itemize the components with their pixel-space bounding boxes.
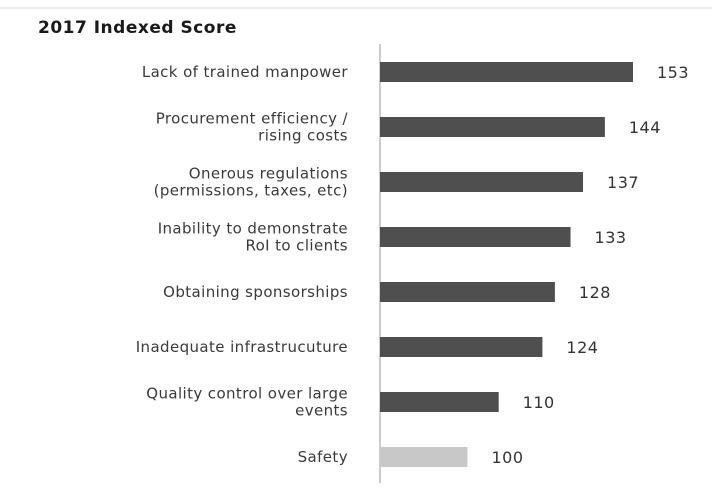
category-label-quality-control-over-large-events-line-2: events — [295, 402, 348, 420]
bar-lack-of-trained-manpower — [380, 62, 633, 82]
value-label-inability-to-demonstrate-roi-to-clients: 133 — [595, 228, 627, 247]
category-label-quality-control-over-large-events-line-1: Quality control over large — [146, 385, 348, 403]
bar-inability-to-demonstrate-roi-to-clients — [380, 227, 571, 247]
value-label-lack-of-trained-manpower: 153 — [657, 63, 689, 82]
category-label-onerous-regulations-permissions-taxes-etc-line-2: (permissions, taxes, etc) — [154, 182, 348, 200]
category-label-safety: Safety — [298, 448, 348, 466]
chart-title: 2017 Indexed Score — [38, 18, 237, 38]
category-label-inadequate-infrastrucuture: Inadequate infrastrucuture — [136, 338, 348, 356]
category-label-inability-to-demonstrate-roi-to-clients-line-2: RoI to clients — [245, 237, 348, 255]
value-label-safety: 100 — [491, 448, 523, 467]
category-label-obtaining-sponsorships: Obtaining sponsorships — [163, 283, 348, 301]
category-label-lack-of-trained-manpower: Lack of trained manpower — [142, 63, 349, 81]
bar-onerous-regulations-permissions-taxes-etc — [380, 172, 584, 192]
value-label-onerous-regulations-permissions-taxes-etc: 137 — [607, 173, 639, 192]
value-label-procurement-efficiency-rising-costs: 144 — [629, 118, 661, 137]
category-label-inability-to-demonstrate-roi-to-clients-line-1: Inability to demonstrate — [158, 220, 348, 238]
category-label-procurement-efficiency-rising-costs-line-2: rising costs — [258, 127, 348, 145]
bar-procurement-efficiency-rising-costs — [380, 117, 605, 137]
value-label-inadequate-infrastrucuture: 124 — [566, 338, 598, 357]
value-label-quality-control-over-large-events: 110 — [523, 393, 555, 412]
bar-safety — [380, 447, 468, 467]
category-label-onerous-regulations-permissions-taxes-etc-line-1: Onerous regulations — [189, 165, 348, 183]
bar-obtaining-sponsorships — [380, 282, 555, 302]
bars-group: 153 Lack of trained manpower 144 Procuremen… — [136, 62, 689, 467]
category-label-procurement-efficiency-rising-costs-line-1: Procurement efficiency / — [156, 110, 349, 128]
bar-inadequate-infrastrucuture — [380, 337, 543, 357]
value-label-obtaining-sponsorships: 128 — [579, 283, 611, 302]
bar-quality-control-over-large-events — [380, 392, 499, 412]
